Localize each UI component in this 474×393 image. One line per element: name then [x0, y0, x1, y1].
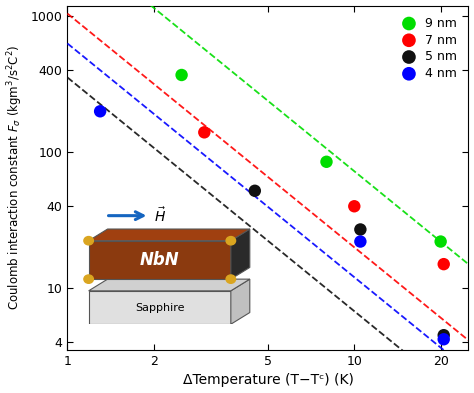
- Y-axis label: Coulomb interaction constant $F_{\sigma}$ (kgm$^3$/s$^2$C$^2$): Coulomb interaction constant $F_{\sigma}…: [6, 45, 25, 310]
- Text: Sapphire: Sapphire: [135, 303, 184, 312]
- 9 nm: [437, 239, 445, 245]
- Text: NbN: NbN: [140, 251, 180, 269]
- Circle shape: [84, 237, 93, 245]
- 4 nm: [356, 239, 364, 245]
- 9 nm: [178, 72, 185, 78]
- 5 nm: [440, 332, 447, 338]
- 5 nm: [356, 226, 364, 233]
- Polygon shape: [231, 229, 250, 279]
- Circle shape: [226, 237, 236, 245]
- 7 nm: [350, 203, 358, 209]
- Legend: 9 nm, 7 nm, 5 nm, 4 nm: 9 nm, 7 nm, 5 nm, 4 nm: [392, 12, 462, 85]
- Text: $\vec{H}$: $\vec{H}$: [154, 206, 166, 225]
- Polygon shape: [89, 279, 250, 291]
- Circle shape: [226, 275, 236, 283]
- Polygon shape: [89, 229, 250, 241]
- X-axis label: ΔTemperature (T−Tᶜ) (K): ΔTemperature (T−Tᶜ) (K): [182, 373, 354, 387]
- 4 nm: [96, 108, 104, 114]
- Circle shape: [84, 275, 93, 283]
- Polygon shape: [89, 241, 231, 279]
- 7 nm: [440, 261, 447, 267]
- Polygon shape: [89, 291, 231, 324]
- Polygon shape: [231, 279, 250, 324]
- 5 nm: [251, 187, 259, 194]
- 7 nm: [201, 129, 208, 136]
- 9 nm: [323, 159, 330, 165]
- 4 nm: [440, 336, 447, 342]
